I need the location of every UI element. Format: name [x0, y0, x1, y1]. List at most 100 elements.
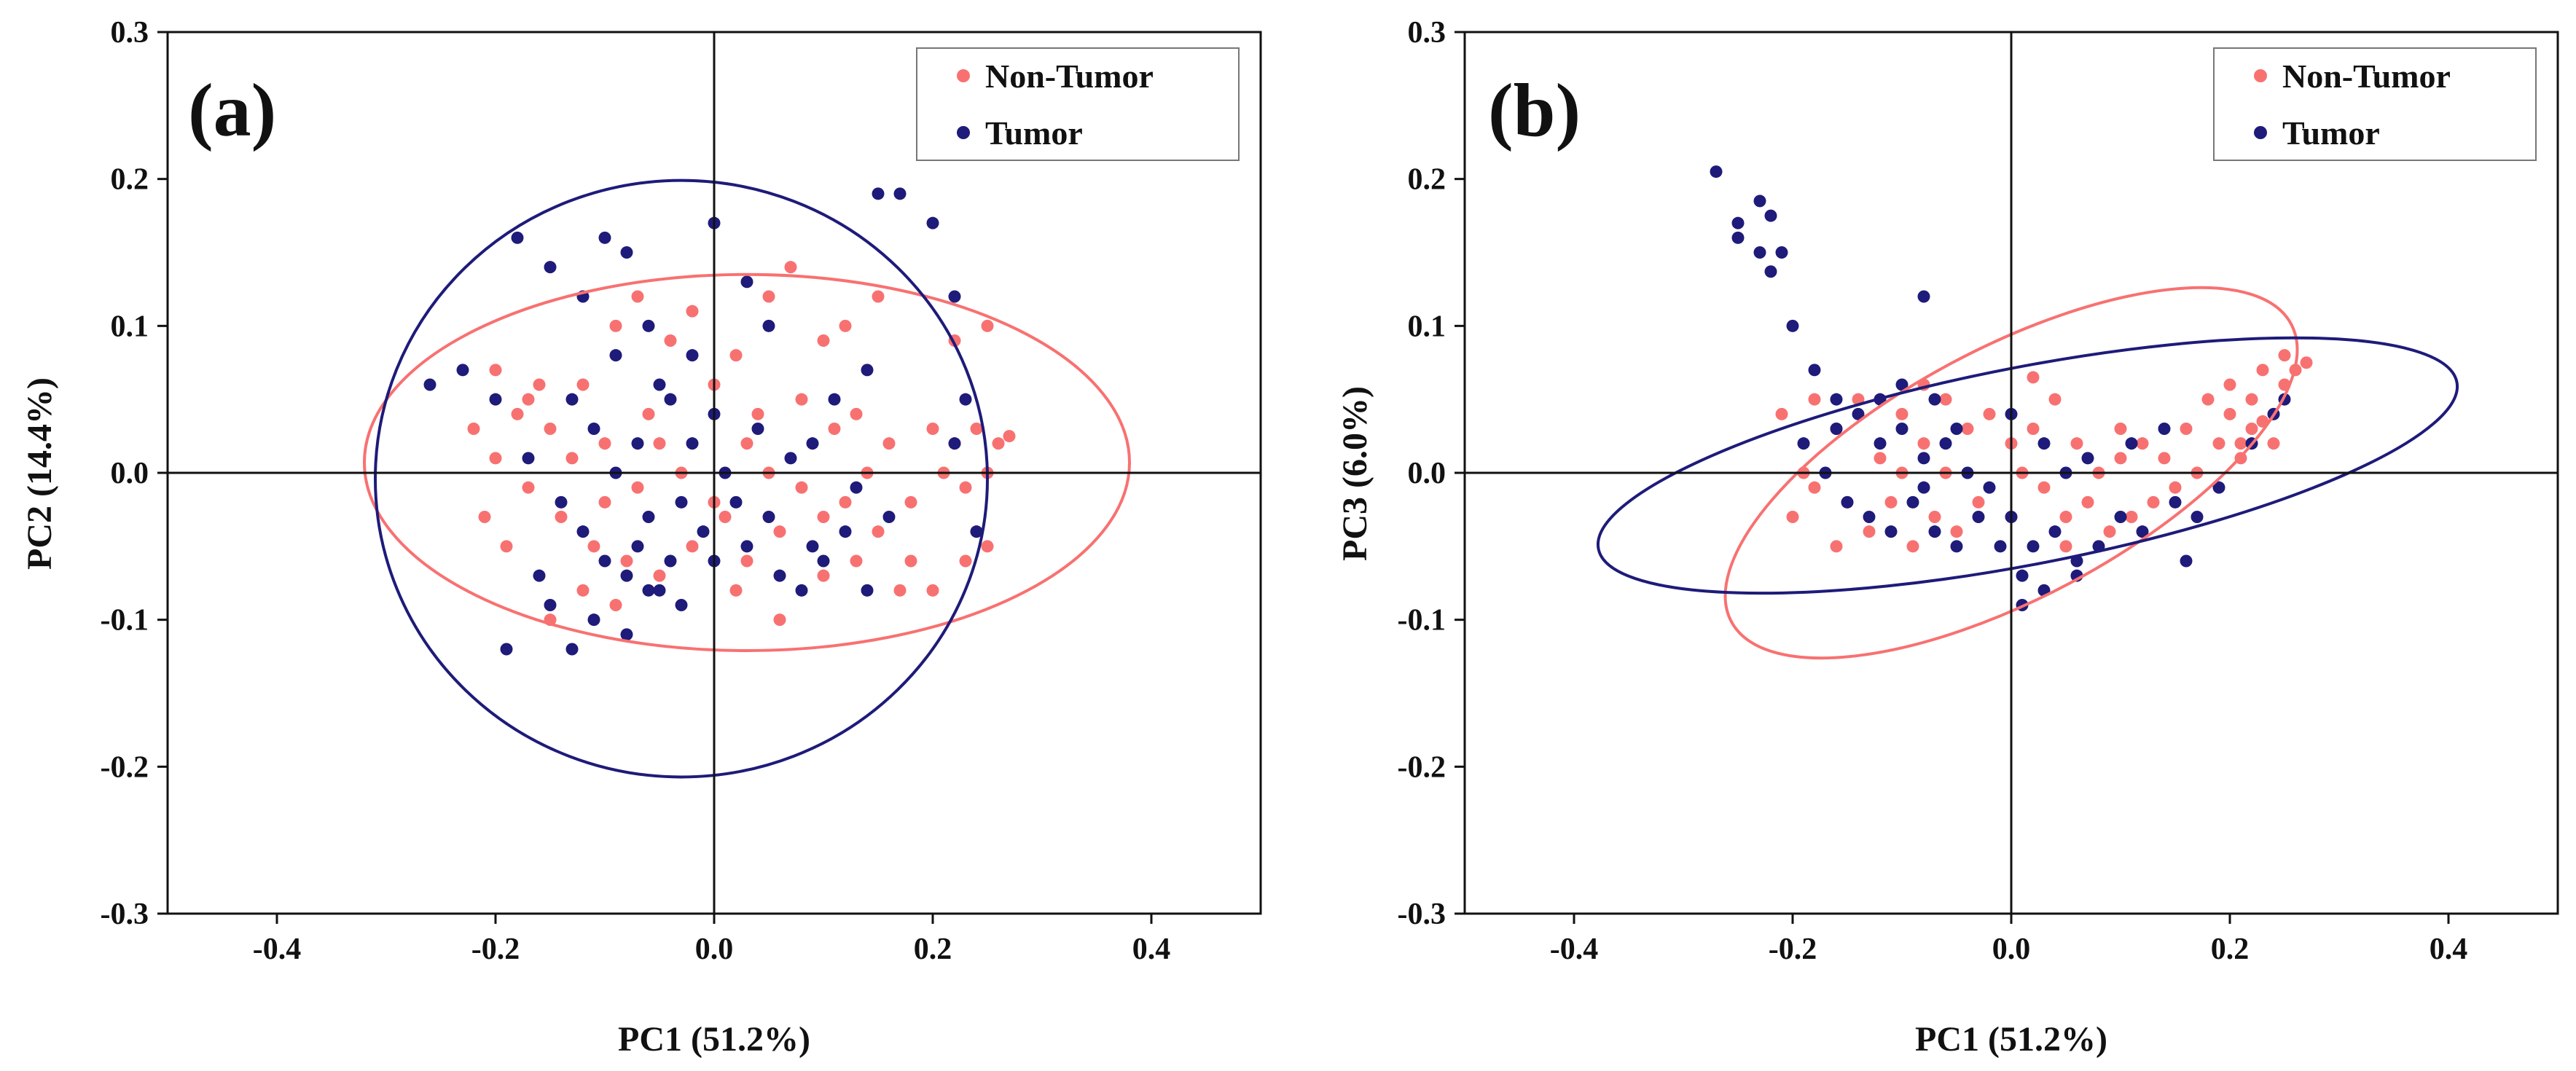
panel-b-y-tick-label: -0.2: [1398, 750, 1446, 784]
panel-a-point-non-tumor: [620, 554, 633, 568]
panel-a-point-tumor: [598, 554, 611, 568]
panel-a-point-tumor: [653, 584, 666, 597]
panel-a-point-non-tumor: [609, 599, 622, 611]
panel-a-point-tumor: [544, 261, 557, 274]
panel-a-point-tumor: [587, 613, 600, 627]
panel-a-label: (a): [188, 68, 276, 152]
panel-a-point-tumor: [784, 452, 797, 465]
panel-b-point-tumor: [1731, 216, 1745, 230]
panel-a-point-tumor: [948, 290, 961, 303]
panel-b-point-tumor: [1841, 495, 1854, 509]
panel-a-point-non-tumor: [576, 584, 590, 597]
panel-b-point-tumor: [1852, 407, 1865, 420]
panel-a-point-tumor: [850, 481, 863, 494]
panel-b-point-tumor: [1917, 452, 1930, 465]
panel-a-point-tumor: [893, 187, 907, 200]
panel-b-point-tumor: [1928, 393, 1941, 406]
panel-a-point-non-tumor: [598, 495, 611, 509]
panel-b-series-tumor: [1710, 165, 2291, 611]
panel-a-legend-marker-tumor: [957, 126, 970, 139]
panel-a-y-tick-label: 0.2: [111, 163, 149, 197]
panel-b-point-non-tumor: [2201, 393, 2215, 406]
panel-a-point-non-tumor: [653, 569, 666, 582]
panel-a-point-tumor: [642, 511, 655, 523]
panel-a-point-non-tumor: [729, 349, 743, 362]
panel-b-y-tick-label: -0.1: [1398, 604, 1446, 638]
panel-b-point-tumor: [1830, 423, 1843, 435]
panel-b-point-non-tumor: [2114, 452, 2127, 465]
panel-b-legend-marker-tumor: [2254, 126, 2267, 139]
panel-a-y-tick-label: -0.2: [101, 750, 149, 784]
panel-a-point-non-tumor: [631, 290, 644, 303]
panel-a-point-non-tumor: [872, 290, 885, 303]
panel-a-point-tumor: [522, 452, 535, 465]
panel-b-point-tumor: [1731, 231, 1745, 244]
panel-a-point-tumor: [587, 423, 600, 435]
panel-a-point-tumor: [861, 364, 874, 377]
panel-a-point-tumor: [686, 437, 699, 450]
panel-a-point-non-tumor: [872, 525, 885, 538]
panel-a-y-tick-label: -0.3: [101, 898, 149, 931]
panel-b-point-non-tumor: [1895, 407, 1908, 420]
panel-a-point-non-tumor: [631, 481, 644, 494]
panel-a-point-non-tumor: [664, 334, 677, 347]
panel-a-point-non-tumor: [544, 423, 557, 435]
panel-b-point-tumor: [2027, 540, 2040, 553]
panel-a-point-non-tumor: [609, 319, 622, 332]
panel-b-point-non-tumor: [2234, 437, 2247, 450]
panel-a-point-tumor: [872, 187, 885, 200]
panel-a-point-tumor: [456, 364, 469, 377]
panel-b-y-tick-label: 0.2: [1408, 163, 1446, 197]
panel-a-point-non-tumor: [533, 378, 546, 391]
panel-a-point-tumor: [817, 554, 830, 568]
panel-a-point-non-tumor: [970, 423, 983, 435]
panel-b-point-non-tumor: [1874, 452, 1887, 465]
panel-b-y-tick-label: 0.0: [1408, 457, 1446, 490]
panel-a-point-non-tumor: [904, 495, 917, 509]
panel-b-point-tumor: [2048, 525, 2062, 538]
panel-a-point-non-tumor: [959, 554, 972, 568]
panel-a-point-tumor: [762, 511, 775, 523]
panel-a-point-tumor: [565, 643, 579, 656]
panel-b-point-non-tumor: [2037, 481, 2051, 494]
panel-a-point-non-tumor: [981, 540, 994, 553]
panel-a-point-tumor: [489, 393, 502, 406]
panel-b-x-tick-label: 0.0: [1992, 933, 2031, 966]
panel-a-point-non-tumor: [642, 407, 655, 420]
panel-b-y-tick-label: 0.3: [1408, 16, 1446, 50]
panel-a-point-non-tumor: [773, 525, 786, 538]
panel-a-point-non-tumor: [904, 554, 917, 568]
panel-a-legend-box: [916, 47, 1240, 161]
panel-b-point-tumor: [1764, 209, 1777, 222]
panel-a-point-tumor: [609, 349, 622, 362]
panel-a-point-non-tumor: [795, 393, 808, 406]
panel-a-y-tick-label: 0.3: [111, 16, 149, 50]
panel-a-point-tumor: [751, 423, 764, 435]
panel-b-point-tumor: [1764, 265, 1777, 278]
panel-b-series-non-tumor: [1775, 349, 2313, 553]
panel-a-y-tick-label: -0.1: [101, 604, 149, 638]
panel-a-point-tumor: [729, 495, 743, 509]
panel-b-point-tumor: [1917, 290, 1930, 303]
panel-b-legend-marker-non-tumor: [2254, 69, 2267, 82]
panel-a-series-tumor: [423, 187, 983, 656]
panel-a-point-tumor: [664, 554, 677, 568]
panel-b-point-tumor: [2081, 452, 2094, 465]
panel-a-point-tumor: [533, 569, 546, 582]
panel-a-point-non-tumor: [511, 407, 524, 420]
panel-a-point-non-tumor: [817, 334, 830, 347]
panel-a-point-tumor: [740, 275, 753, 289]
panel-b-point-tumor: [1895, 378, 1908, 391]
panel-b-point-tumor: [1917, 481, 1930, 494]
panel-b-point-tumor: [2136, 525, 2149, 538]
panel-b-point-tumor: [1972, 511, 1985, 523]
panel-b-point-non-tumor: [2147, 495, 2160, 509]
panel-a-point-non-tumor: [926, 423, 939, 435]
panel-a-point-non-tumor: [500, 540, 513, 553]
panel-b-point-tumor: [1753, 195, 1766, 208]
panel-b-point-tumor: [1928, 525, 1941, 538]
panel-b-point-tumor: [1808, 364, 1821, 377]
panel-a-point-tumor: [697, 525, 710, 538]
panel-a-legend-label-tumor: Tumor: [985, 114, 1083, 152]
panel-a-point-tumor: [926, 216, 939, 230]
